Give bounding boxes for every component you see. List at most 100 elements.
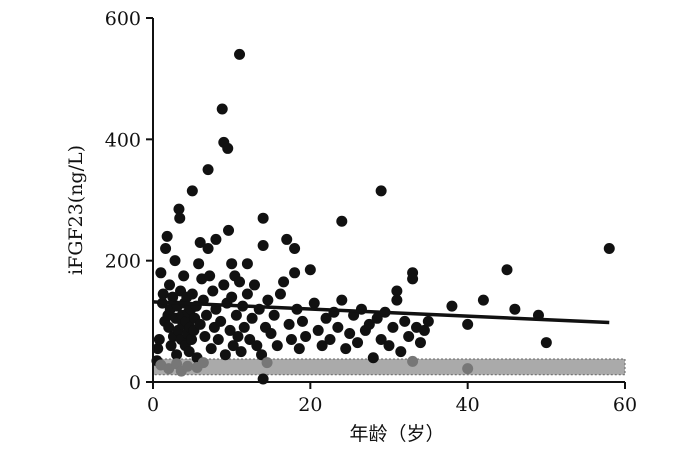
data-point	[300, 331, 312, 342]
data-point	[509, 303, 521, 315]
y-tick-label: 400	[105, 129, 141, 151]
data-point	[202, 164, 214, 176]
data-point	[308, 297, 320, 309]
data-point	[344, 327, 356, 339]
data-point	[289, 243, 301, 255]
data-point	[312, 324, 324, 336]
data-point	[251, 340, 263, 352]
data-point	[296, 315, 308, 327]
data-point	[289, 267, 301, 279]
data-point	[285, 334, 297, 346]
data-point	[540, 337, 552, 349]
data-point	[422, 315, 434, 327]
x-axis-label: 年龄（岁）	[349, 423, 444, 445]
data-point	[226, 291, 238, 303]
data-point	[367, 352, 379, 364]
data-point	[332, 321, 344, 333]
data-point	[407, 273, 419, 285]
data-point	[186, 185, 198, 197]
data-point	[152, 343, 164, 355]
data-point	[293, 343, 305, 355]
data-point	[171, 349, 183, 361]
plot-area	[151, 48, 626, 385]
data-point	[186, 334, 198, 346]
data-point	[268, 309, 280, 321]
data-point	[153, 334, 165, 346]
data-point	[167, 291, 179, 303]
data-point	[197, 357, 209, 369]
data-point	[238, 321, 250, 333]
data-point	[234, 276, 246, 288]
data-point	[234, 48, 246, 60]
x-tick-label: 0	[147, 394, 159, 416]
data-point	[155, 267, 167, 279]
data-point	[223, 224, 235, 236]
data-point	[226, 258, 238, 270]
data-point	[363, 318, 375, 330]
data-point	[391, 294, 403, 306]
data-point	[336, 215, 348, 227]
x-tick-label: 40	[456, 394, 480, 416]
data-point	[320, 312, 332, 324]
data-point	[169, 255, 181, 267]
y-tick-label: 600	[105, 8, 141, 30]
x-axis: 0 20 40 60	[147, 381, 637, 416]
y-tick-label: 200	[105, 251, 141, 273]
data-point	[164, 279, 176, 291]
data-point	[219, 349, 231, 361]
data-point	[248, 279, 260, 291]
data-point	[257, 212, 269, 224]
data-point	[383, 340, 395, 352]
data-point	[395, 346, 407, 358]
data-point	[178, 270, 190, 282]
data-point	[227, 340, 239, 352]
data-point	[160, 243, 172, 255]
data-point	[274, 288, 286, 300]
data-point	[271, 340, 283, 352]
data-point	[157, 288, 169, 300]
data-point	[163, 321, 175, 333]
data-point	[256, 349, 268, 361]
x-tick-label: 20	[298, 394, 322, 416]
data-point	[222, 142, 234, 154]
data-point	[165, 340, 177, 352]
data-point	[375, 334, 387, 346]
data-point	[462, 318, 474, 330]
data-point	[216, 103, 228, 115]
data-point	[340, 343, 352, 355]
data-point	[241, 288, 253, 300]
y-axis: 0 200 400 600	[105, 8, 154, 394]
data-point	[391, 285, 403, 297]
data-point	[174, 212, 186, 224]
data-point	[603, 243, 615, 255]
data-point	[414, 337, 426, 349]
data-point	[446, 300, 458, 312]
data-point	[173, 203, 185, 215]
data-point	[241, 258, 253, 270]
data-point	[194, 236, 206, 248]
data-point	[182, 360, 194, 372]
data-point	[283, 318, 295, 330]
data-point	[193, 258, 205, 270]
data-point	[204, 270, 216, 282]
data-point	[246, 312, 258, 324]
data-point	[235, 346, 247, 358]
x-tick-label: 60	[613, 394, 637, 416]
data-point	[257, 240, 269, 251]
data-point	[207, 285, 219, 297]
data-point	[262, 294, 274, 306]
data-point	[202, 243, 214, 255]
data-point	[477, 294, 489, 306]
data-point	[199, 331, 211, 342]
data-point	[387, 321, 399, 333]
data-point	[194, 318, 206, 330]
data-point	[265, 327, 277, 339]
data-point	[281, 233, 293, 245]
data-point	[210, 233, 222, 245]
data-point	[403, 331, 415, 342]
data-point	[462, 363, 474, 375]
data-point	[375, 185, 387, 197]
data-point	[316, 340, 328, 352]
data-points	[151, 48, 615, 385]
y-tick-label: 0	[129, 372, 141, 394]
